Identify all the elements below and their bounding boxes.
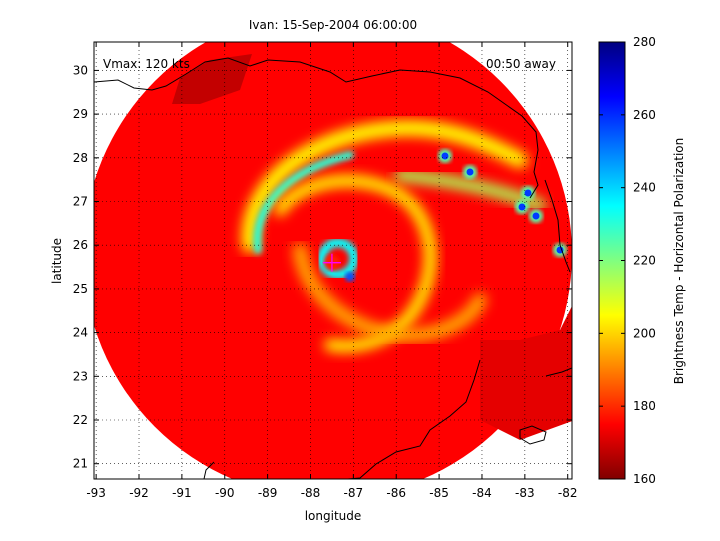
y-tick-label: 27 xyxy=(73,195,88,209)
rainband-north xyxy=(241,120,528,253)
colorbar: 160 180 200 220 240 260 280 Brightness Temp - … xyxy=(598,35,686,486)
x-tick-label: -85 xyxy=(429,486,449,500)
convective-core xyxy=(532,212,540,220)
colorbar-tick-label: 160 xyxy=(633,472,656,486)
x-tick-label: -93 xyxy=(86,486,106,500)
colorbar-tick-label: 280 xyxy=(633,35,656,49)
convective-core xyxy=(556,246,564,254)
y-tick-label: 30 xyxy=(73,63,88,77)
coastline-cuba-west xyxy=(545,367,572,377)
brightness-swath xyxy=(94,42,572,479)
coastlines xyxy=(94,57,572,479)
y-tick-label: 28 xyxy=(73,151,88,165)
time-away-annotation: 00:50 away xyxy=(486,57,556,71)
colorbar-label: Brightness Temp - Horizontal Polarizatio… xyxy=(672,138,686,385)
convective-core xyxy=(524,189,532,197)
x-tick-label: -87 xyxy=(344,486,364,500)
coastline-yucatan xyxy=(347,359,481,479)
coastline-mexico xyxy=(203,461,215,479)
x-tick-label: -90 xyxy=(215,486,235,500)
y-axis-label: latitude xyxy=(50,238,64,284)
rainband-northeast xyxy=(394,169,546,211)
coastline-gulf-north xyxy=(94,57,539,199)
colorbar-gradient xyxy=(598,41,626,480)
x-tick-label: -88 xyxy=(301,486,321,500)
y-tick-label: 23 xyxy=(73,369,88,383)
chart-title: Ivan: 15-Sep-2004 06:00:00 xyxy=(249,18,417,32)
coastline-cuba xyxy=(519,425,547,445)
x-tick-label: -86 xyxy=(386,486,406,500)
x-tick-label: -82 xyxy=(558,486,578,500)
y-tick-label: 29 xyxy=(73,107,88,121)
y-axis: 21 22 23 24 25 26 27 28 29 30 xyxy=(73,63,572,471)
y-tick-label: 25 xyxy=(73,282,88,296)
colorbar-tick-label: 220 xyxy=(633,254,656,268)
y-tick-label: 26 xyxy=(73,238,88,252)
colorbar-tick-label: 240 xyxy=(633,181,656,195)
swath-edge-east xyxy=(480,306,572,440)
x-axis: -93 -92 -91 -90 -89 -88 -87 -86 -85 -84 -83 -82 xyxy=(86,42,578,500)
vmax-annotation: Vmax: 120 kts xyxy=(103,57,190,71)
convective-core xyxy=(518,203,526,211)
plot-area: Vmax: 120 kts 00:50 away xyxy=(93,41,573,480)
colorbar-ticks: 160 180 200 220 240 260 280 xyxy=(599,35,656,486)
storm-center-marker xyxy=(322,253,341,272)
x-axis-label: longitude xyxy=(305,509,362,523)
x-tick-label: -92 xyxy=(129,486,149,500)
x-tick-label: -91 xyxy=(172,486,192,500)
convective-core xyxy=(441,152,449,160)
x-tick-label: -83 xyxy=(515,486,535,500)
y-tick-label: 24 xyxy=(73,326,88,340)
x-tick-label: -89 xyxy=(258,486,278,500)
colorbar-tick-label: 180 xyxy=(633,399,656,413)
swath-edge-north xyxy=(172,54,252,104)
x-tick-label: -84 xyxy=(472,486,492,500)
colorbar-tick-label: 200 xyxy=(633,326,656,340)
rainband-outer-west xyxy=(253,151,354,254)
y-tick-label: 21 xyxy=(73,457,88,471)
eyewall-hotspot xyxy=(344,271,355,282)
colorbar-tick-label: 260 xyxy=(633,108,656,122)
convective-core xyxy=(466,168,474,176)
coastline-florida xyxy=(544,179,571,273)
eyewall xyxy=(317,238,359,280)
grid xyxy=(94,42,572,479)
y-tick-label: 22 xyxy=(73,413,88,427)
axes-frame xyxy=(93,41,573,480)
rainband-south xyxy=(293,243,487,343)
